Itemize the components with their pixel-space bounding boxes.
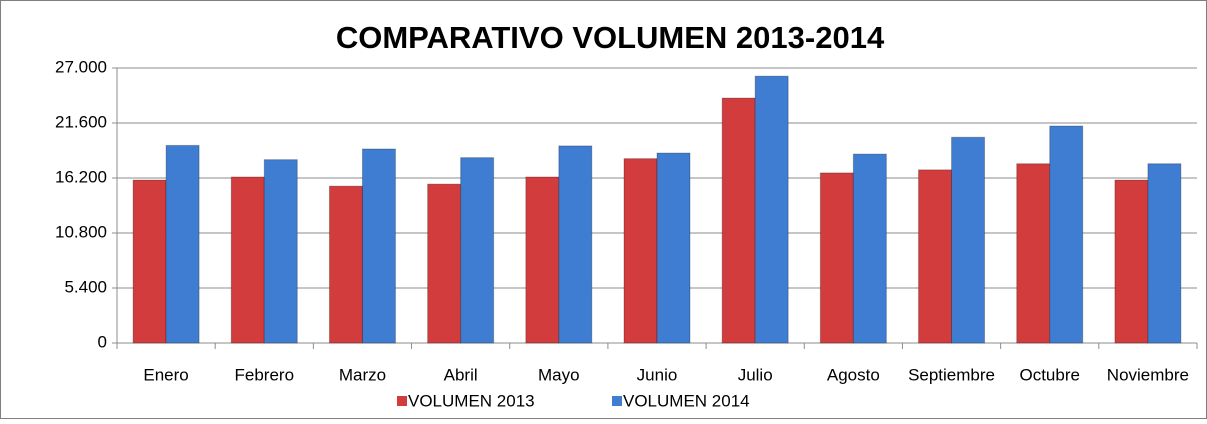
x-tick-label: Enero: [143, 365, 188, 384]
bar: [460, 157, 495, 344]
bar: [1147, 163, 1182, 344]
y-tick-label: 21.600: [55, 112, 107, 131]
bar: [721, 97, 756, 344]
x-tick-label: Marzo: [339, 365, 386, 384]
x-tick-label: Septiembre: [908, 365, 995, 384]
y-tick-label: 5.400: [64, 277, 107, 296]
bar: [263, 159, 298, 344]
legend-label: VOLUMEN 2013: [408, 391, 535, 410]
legend-swatch: [612, 396, 622, 406]
bar: [852, 153, 887, 344]
y-tick-label: 16.200: [55, 167, 107, 186]
x-tick-label: Febrero: [235, 365, 295, 384]
bar: [132, 179, 167, 344]
bar: [819, 172, 854, 344]
bar: [361, 148, 396, 344]
bar: [951, 136, 986, 344]
x-tick-label: Agosto: [827, 365, 880, 384]
y-tick-label: 10.800: [55, 222, 107, 241]
x-tick-label: Noviembre: [1107, 365, 1189, 384]
x-tick-label: Octubre: [1019, 365, 1079, 384]
bar: [1049, 125, 1084, 344]
bar: [656, 152, 691, 344]
bar: [623, 158, 658, 344]
x-tick-label: Julio: [738, 365, 773, 384]
bar: [230, 176, 265, 344]
y-tick-label: 27.000: [55, 57, 107, 76]
bar: [1114, 179, 1149, 344]
bar: [1016, 163, 1051, 344]
bar: [525, 176, 560, 344]
chart-title: COMPARATIVO VOLUMEN 2013-2014: [336, 20, 885, 55]
y-tick-label: 0: [98, 332, 107, 351]
x-tick-label: Junio: [637, 365, 678, 384]
bar: [558, 145, 593, 344]
bar: [328, 185, 363, 344]
bar: [427, 183, 462, 344]
legend-swatch: [397, 396, 407, 406]
x-tick-label: Mayo: [538, 365, 580, 384]
legend-label: VOLUMEN 2014: [623, 391, 750, 410]
bar: [754, 75, 789, 344]
bar: [165, 144, 200, 344]
bar: [918, 169, 953, 344]
x-tick-label: Abril: [444, 365, 478, 384]
